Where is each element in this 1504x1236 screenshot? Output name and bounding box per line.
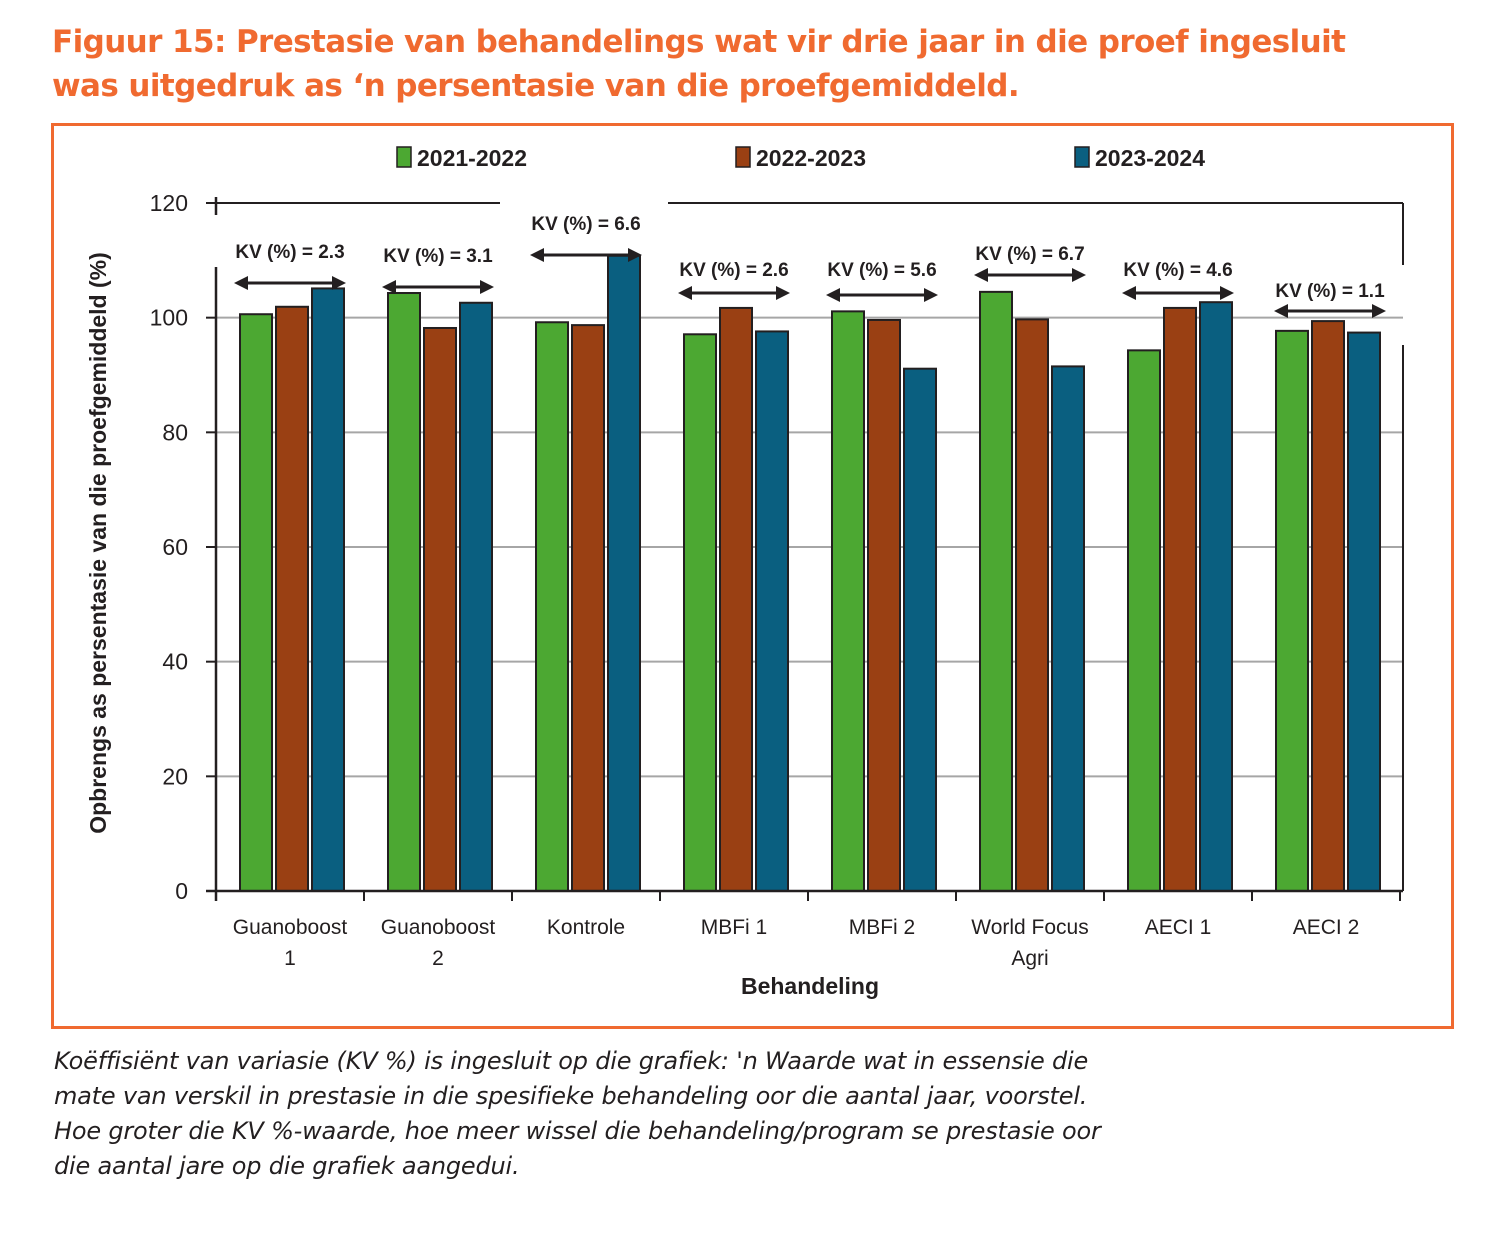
axes: 0 20 40 60 80 100 120 Guanoboost 1 Guanoboost 2 Kon… <box>150 190 1403 970</box>
bar-2021-2022-world-focus-agri <box>979 290 1013 893</box>
x-tick-label: Kontrole <box>547 916 625 939</box>
kv-label: KV (%) = 6.6 <box>531 214 640 235</box>
caption-line-4: die aantal jare op die grafiek aangedui. <box>54 1152 520 1180</box>
kv-label: KV (%) = 5.6 <box>827 260 936 281</box>
x-tick-label: MBFi 2 <box>849 916 916 939</box>
bar-2021-2022-aeci-2 <box>1275 329 1309 892</box>
bar-2023-2024-mbfi-2 <box>903 367 937 892</box>
kv-arrow-left-head <box>678 286 692 300</box>
x-tick-label: 2 <box>432 947 444 970</box>
figure-title-line-2: was uitgedruk as ‘n persentasie van die … <box>52 68 1020 104</box>
kv-arrow-right-head <box>776 286 790 300</box>
bar-2023-2024-aeci-1 <box>1199 301 1233 893</box>
bars <box>239 254 1381 893</box>
legend-label-2023-2024: 2023-2024 <box>1095 145 1205 171</box>
x-tick-label: Agri <box>1011 947 1048 970</box>
kv-arrow-left-head <box>382 280 396 294</box>
figure-title-line-1: Figuur 15: Prestasie van behandelings wa… <box>52 24 1346 60</box>
kv-arrow-right-head <box>1220 286 1234 300</box>
legend-swatch-2022-2023 <box>735 146 751 168</box>
bar-2023-2024-kontrole <box>607 254 641 893</box>
kv-arrow-right-head <box>1072 268 1086 282</box>
bar-2021-2022-mbfi-1 <box>683 333 717 892</box>
kv-arrow-right-head <box>480 280 494 294</box>
bar-2023-2024-guanoboost-2 <box>459 301 493 892</box>
bar-2021-2022-aeci-1 <box>1127 349 1161 892</box>
bar-2022-2023-kontrole <box>571 324 605 892</box>
y-tick-label-120: 120 <box>150 190 188 216</box>
x-axis-label: Behandeling <box>741 973 879 999</box>
figure-title: Figuur 15: Prestasie van behandelings wa… <box>52 20 1472 108</box>
y-tick-label-100: 100 <box>150 305 188 331</box>
kv-arrow-right-head <box>628 248 642 262</box>
bar-2022-2023-aeci-1 <box>1163 306 1197 893</box>
bar-2022-2023-guanoboost-2 <box>423 326 457 892</box>
y-tick-label-20: 20 <box>162 763 188 789</box>
x-tick-label: Guanoboost <box>233 916 348 939</box>
bar-2021-2022-mbfi-2 <box>831 310 865 892</box>
kv-label: KV (%) = 2.6 <box>679 260 788 281</box>
y-tick-label-0: 0 <box>175 878 188 904</box>
bar-2023-2024-world-focus-agri <box>1051 365 1085 892</box>
legend: 2021-2022 2022-2023 2023-2024 <box>396 145 1205 171</box>
plot-border <box>216 202 1404 891</box>
bar-2023-2024-aeci-2 <box>1347 331 1381 893</box>
legend-swatch-2023-2024 <box>1074 146 1090 168</box>
legend-label-2021-2022: 2021-2022 <box>417 145 527 171</box>
kv-arrow-left-head <box>826 288 840 302</box>
chart-frame <box>51 123 1454 1029</box>
kv-arrow-left-head <box>974 268 988 282</box>
kv-arrow-left-head <box>1274 304 1288 318</box>
bar-2021-2022-guanoboost-1 <box>239 313 273 892</box>
kv-label: KV (%) = 4.6 <box>1123 260 1232 281</box>
legend-label-2022-2023: 2022-2023 <box>756 145 866 171</box>
y-tick-label-60: 60 <box>162 534 188 560</box>
kv-arrow-right-head <box>924 288 938 302</box>
kv-annotations: KV (%) = 2.3 KV (%) = 3.1 KV (%) = 6.6 KV (… <box>234 214 1386 318</box>
x-tick-label: MBFi 1 <box>701 916 768 939</box>
caption-line-2: mate van verskil in prestasie in die spe… <box>54 1082 1088 1110</box>
x-tick-label: AECI 1 <box>1145 916 1212 939</box>
caption-line-3: Hoe groter die KV %-waarde, hoe meer wis… <box>54 1117 1101 1145</box>
bar-2022-2023-guanoboost-1 <box>275 305 309 893</box>
kv-arrow-right-head <box>332 276 346 290</box>
bar-2022-2023-world-focus-agri <box>1015 318 1049 892</box>
x-tick-label: Guanoboost <box>381 916 496 939</box>
kv-arrow-right-head <box>1372 304 1386 318</box>
y-tick-label-40: 40 <box>162 649 188 675</box>
kv-arrow-left-head <box>1122 286 1136 300</box>
x-tick-label: 1 <box>284 947 296 970</box>
bar-2022-2023-mbfi-2 <box>867 318 901 892</box>
y-axis-gap <box>213 215 219 267</box>
figure-caption: Koëffisiënt van variasie (KV %) is inges… <box>54 1044 1474 1184</box>
kv-arrow-left-head <box>530 248 544 262</box>
kv-label: KV (%) = 6.7 <box>975 244 1084 265</box>
x-tick-label: AECI 2 <box>1293 916 1360 939</box>
y-tick-label-80: 80 <box>162 419 188 445</box>
bar-2023-2024-mbfi-1 <box>755 330 789 892</box>
legend-swatch-2021-2022 <box>396 146 412 168</box>
kv-label: KV (%) = 3.1 <box>383 246 493 267</box>
x-tick-label: World Focus <box>971 916 1088 939</box>
bar-2022-2023-mbfi-1 <box>719 306 753 893</box>
kv-label: KV (%) = 1.1 <box>1275 281 1385 302</box>
y-axis-label: Opbrengs as persentasie van die proefgem… <box>85 252 111 834</box>
kv-label: KV (%) = 2.3 <box>235 242 344 263</box>
bar-2021-2022-guanoboost-2 <box>387 292 421 893</box>
caption-line-1: Koëffisiënt van variasie (KV %) is inges… <box>54 1047 1089 1075</box>
bar-2021-2022-kontrole <box>535 321 569 892</box>
bar-2022-2023-aeci-2 <box>1311 320 1345 892</box>
bar-2023-2024-guanoboost-1 <box>311 287 345 892</box>
kv-arrow-left-head <box>234 276 248 290</box>
